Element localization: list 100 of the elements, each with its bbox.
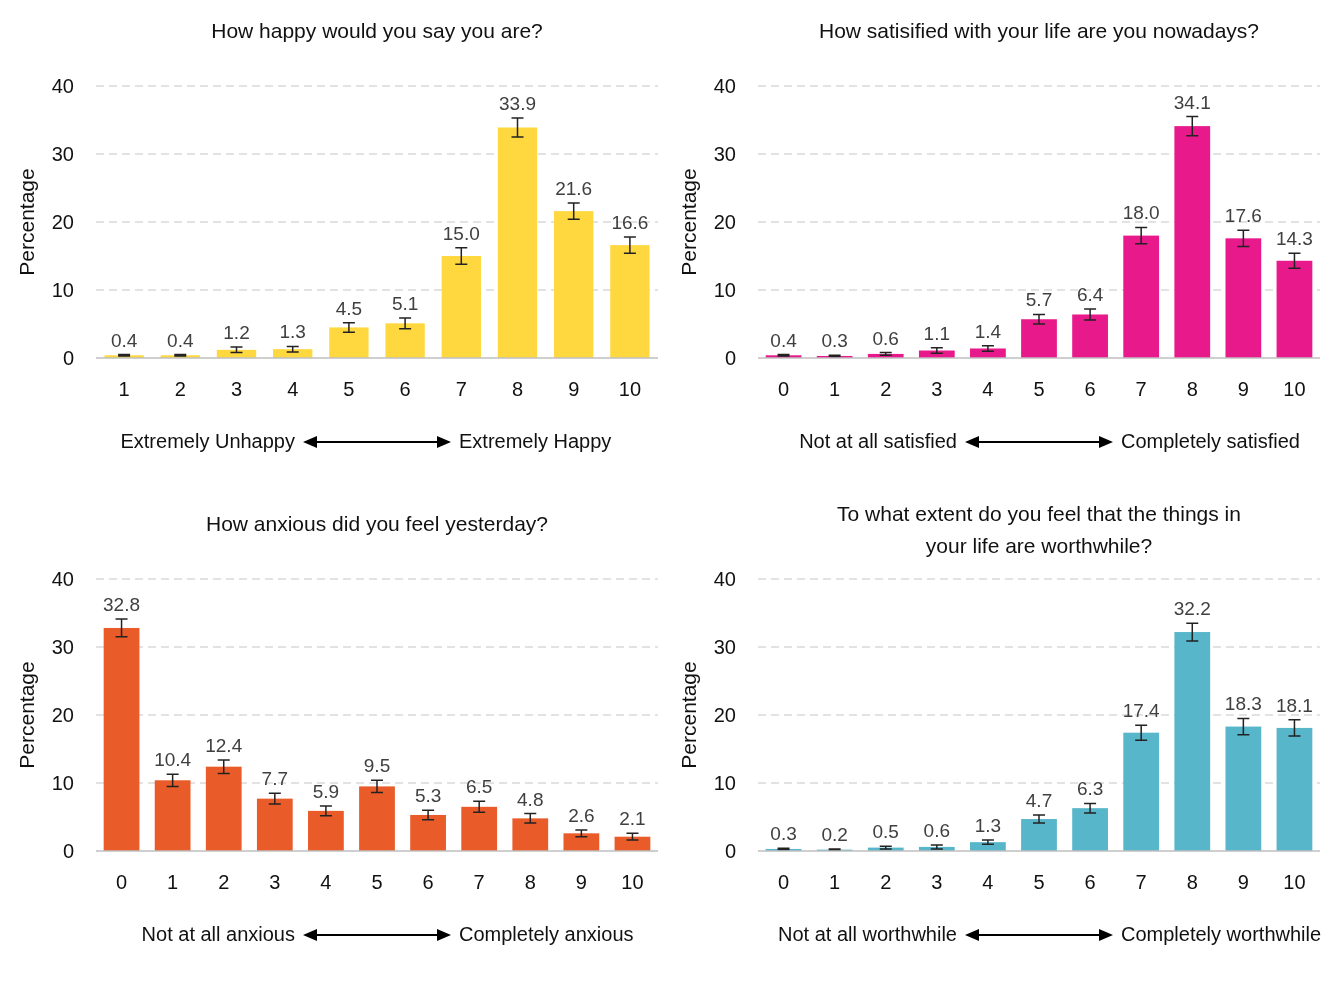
x-tick-label: 5 [1033,378,1045,400]
text: Extremely Unhappy [120,430,295,452]
y-tick-label: 40 [713,75,736,97]
y-axis-title: Percentage [15,168,38,276]
y-tick-label: 20 [51,704,74,726]
data-label: 15.0 [442,222,480,244]
x-tick-label: 5 [1033,871,1045,893]
data-label: 16.6 [611,211,649,233]
y-tick-label: 40 [51,75,74,97]
data-label: 32.2 [1173,598,1211,620]
x-tick-label: 2 [218,871,230,893]
x-tick-label: 8 [524,871,536,893]
data-label: 2.6 [568,804,595,826]
data-label: 18.0 [1122,202,1160,224]
x-tick-label: 5 [343,378,355,400]
x-tick-label: 0 [777,378,790,400]
text: Completely worthwhile [1121,923,1322,945]
x-tick-label: 1 [829,378,841,400]
x-tick-label: 4 [287,378,299,400]
y-tick-label: 10 [713,772,736,794]
data-label: 5.3 [414,785,442,807]
y-tick-label: 0 [724,347,736,369]
data-label: 0.3 [770,823,797,845]
x-tick-label: 9 [575,871,587,893]
chart-title: How satisified with your life are you nowadays? [818,19,1260,42]
x-tick-label: 0 [777,871,790,893]
data-label: 0.4 [770,329,798,351]
data-label: 9.5 [363,755,391,777]
x-tick-label: 3 [269,871,281,893]
chart-title: How happy would you say you are? [211,19,543,42]
y-tick-label: 10 [51,772,74,794]
data-label: 12.4 [205,734,243,756]
x-tick-label: 4 [320,871,332,893]
y-tick-label: 40 [713,568,736,590]
text: Extremely Happy [459,430,612,452]
data-label: 0.6 [923,819,951,841]
x-tick-label: 4 [982,378,994,400]
data-label: 1.3 [974,815,1002,837]
x-tick-label: 7 [1135,378,1147,400]
data-label: 0.2 [821,823,848,845]
y-axis-title: Percentage [677,661,700,769]
x-tick-label: 10 [1283,378,1306,400]
y-tick-label: 30 [713,143,736,165]
data-label: 7.7 [261,768,289,790]
y-tick-label: 0 [62,840,74,862]
y-tick-label: 0 [724,840,736,862]
x-tick-label: 2 [174,378,186,400]
y-tick-label: 0 [62,347,74,369]
x-tick-label: 4 [982,871,994,893]
data-label: 17.6 [1224,205,1262,227]
x-tick-label: 7 [473,871,485,893]
y-tick-label: 30 [51,143,74,165]
x-tick-label: 3 [931,378,943,400]
data-label: 1.1 [923,322,951,344]
data-label: 32.8 [103,594,141,616]
data-label: 2.1 [619,808,646,830]
data-label: 17.4 [1122,700,1161,722]
data-label: 4.5 [335,297,363,319]
data-label: 0.4 [167,329,194,351]
data-label: 0.3 [821,330,848,352]
x-tick-label: 6 [1084,378,1096,400]
data-label: 34.1 [1173,91,1211,113]
x-tick-label: 10 [621,871,644,893]
y-tick-label: 30 [51,636,74,658]
text: Not at all satisfied [799,430,957,452]
y-tick-label: 20 [713,704,736,726]
chart-title: To what extent do you feel that the things in your life are worthwhile? [837,502,1241,557]
data-label: 0.4 [110,329,138,351]
x-tick-label: 9 [1237,871,1249,893]
data-label: 4.7 [1025,789,1053,811]
data-label: 6.4 [1076,284,1104,306]
x-tick-label: 2 [880,871,892,893]
x-tick-label: 5 [371,871,383,893]
data-label: 0.6 [872,327,899,349]
y-tick-label: 40 [51,568,74,590]
data-label: 5.7 [1025,289,1053,311]
x-tick-label: 6 [399,378,411,400]
x-tick-label: 10 [618,378,642,400]
x-tick-label: 7 [455,378,467,400]
x-tick-label: 2 [880,378,892,400]
data-label: 18.1 [1275,694,1313,716]
data-label: 0.5 [872,821,899,843]
x-tick-label: 1 [167,871,179,893]
x-tick-label: 8 [1186,378,1198,400]
x-tick-label: 0 [115,871,128,893]
data-label: 18.3 [1224,693,1262,715]
y-tick-label: 20 [713,211,736,233]
text: Completely satisfied [1121,430,1300,452]
text: Not at all anxious [141,923,295,945]
y-tick-label: 10 [713,279,736,301]
x-tick-label: 8 [511,378,524,400]
data-label: 6.3 [1076,778,1104,800]
text: Completely anxious [459,923,634,945]
data-label: 4.8 [517,788,544,810]
y-tick-label: 10 [51,279,74,301]
x-tick-label: 8 [1186,871,1198,893]
data-label: 5.1 [391,292,419,314]
x-tick-label: 9 [568,378,580,400]
data-label: 1.3 [279,321,306,343]
x-tick-label: 7 [1135,871,1147,893]
